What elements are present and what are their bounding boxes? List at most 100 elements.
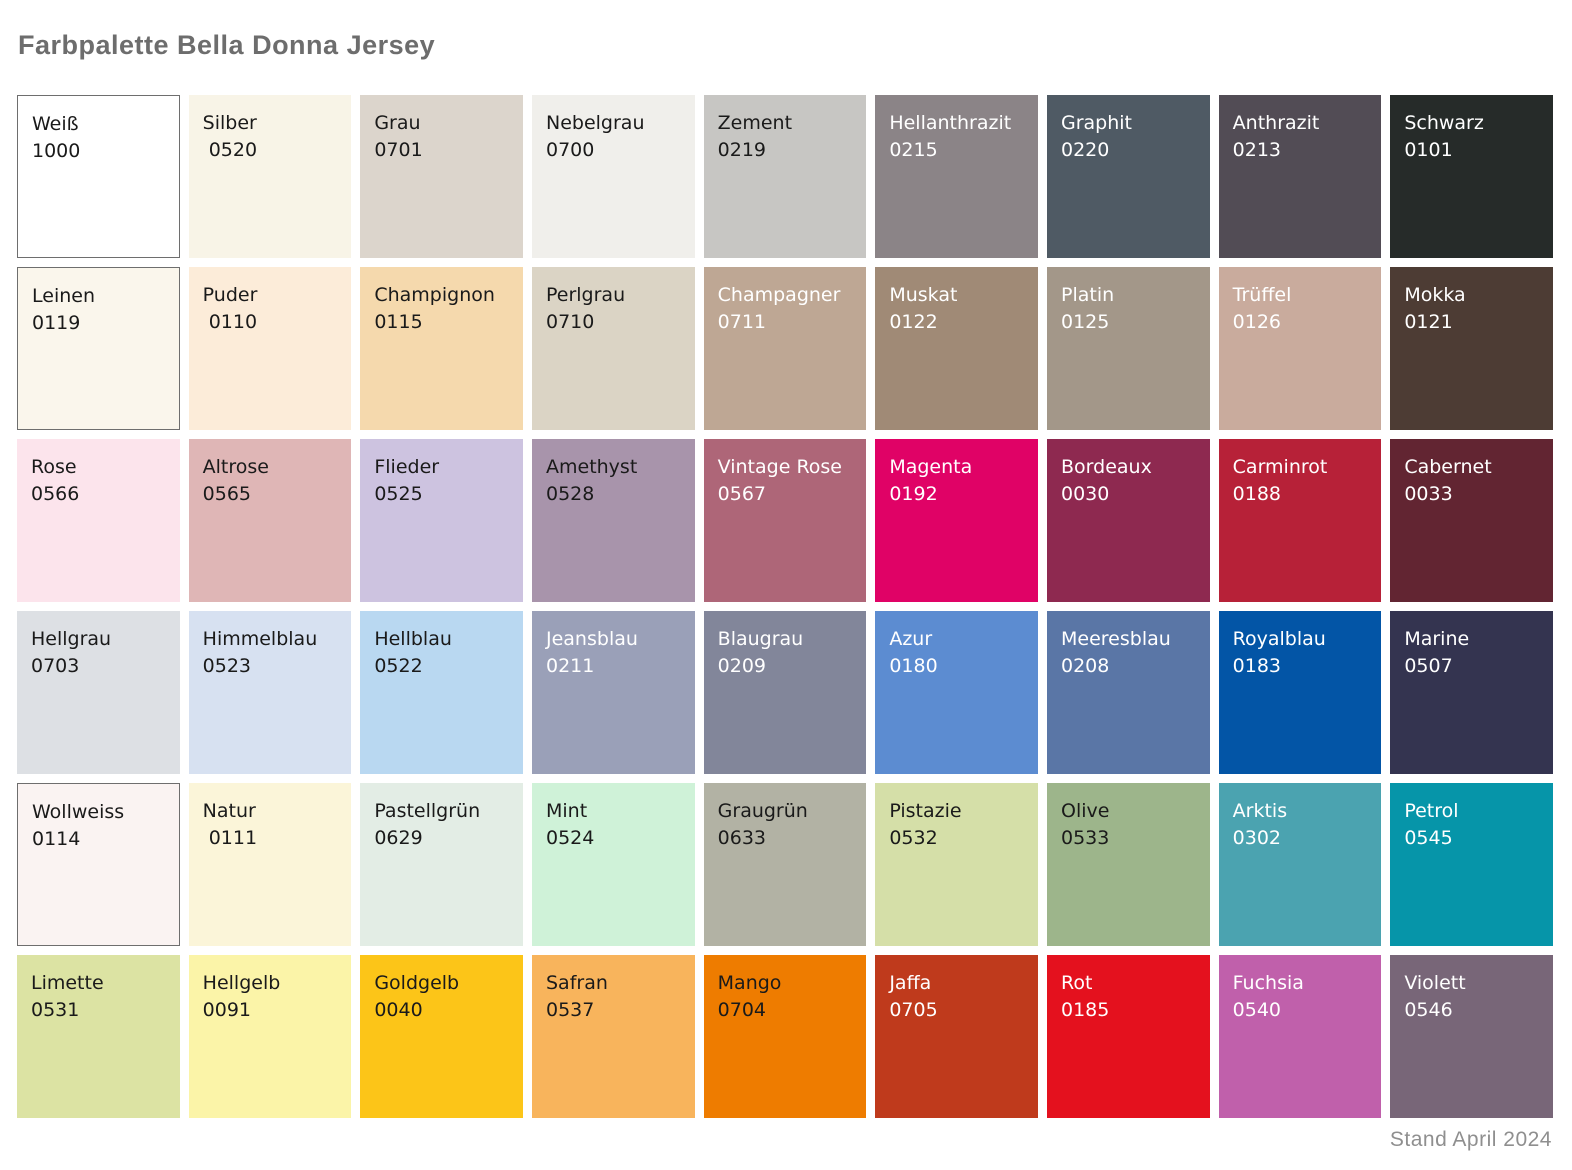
swatch-0110: Puder 0110: [188, 267, 352, 430]
swatch-code: 0633: [717, 827, 767, 849]
swatch-code: 0567: [717, 483, 767, 505]
swatch-code: 0125: [1061, 311, 1110, 333]
swatch-0185: Rot 0185: [1047, 955, 1210, 1118]
swatch-code: 0215: [889, 139, 938, 161]
swatch-code: 0091: [202, 999, 252, 1021]
swatch-code: 1000: [32, 140, 81, 162]
swatch-name: Pastellgrün: [374, 800, 481, 822]
swatch-code: 0703: [31, 655, 80, 677]
swatch-code: 0545: [1404, 827, 1453, 849]
swatch-name: Goldgelb: [374, 972, 460, 994]
swatch-0183: Royalblau 0183: [1218, 611, 1382, 774]
swatch-name: Blaugrau: [717, 628, 804, 650]
swatch-0629: Pastellgrün 0629: [360, 783, 523, 946]
swatch-code: 0030: [1061, 483, 1110, 505]
swatch-0507: Marine 0507: [1390, 611, 1553, 774]
swatch-code: 0629: [374, 827, 423, 849]
swatch-code: 0566: [31, 483, 80, 505]
swatch-name: Violett: [1404, 972, 1466, 994]
swatch-code: 0208: [1061, 655, 1110, 677]
swatch-code: 0188: [1232, 483, 1282, 505]
swatch-name: Rose: [31, 456, 77, 478]
swatch-name: Petrol: [1404, 800, 1459, 822]
swatch-0537: Safran 0537: [532, 955, 695, 1118]
swatch-0532: Pistazie 0532: [875, 783, 1038, 946]
swatch-0211: Jeansblau 0211: [532, 611, 695, 774]
swatch-0522: Hellblau 0522: [360, 611, 523, 774]
swatch-0119: Leinen 0119: [17, 267, 180, 430]
swatch-name: Jeansblau: [546, 628, 638, 650]
swatch-name: Cabernet: [1404, 456, 1492, 478]
swatch-code: 0711: [717, 311, 767, 333]
swatch-code: 0565: [202, 483, 252, 505]
swatch-0121: Mokka 0121: [1390, 267, 1553, 430]
swatch-code: 0523: [202, 655, 252, 677]
swatch-0040: Goldgelb 0040: [360, 955, 523, 1118]
swatch-name: Fuchsia: [1232, 972, 1304, 994]
swatch-code: 0710: [546, 311, 595, 333]
swatch-0540: Fuchsia 0540: [1218, 955, 1382, 1118]
swatch-name: Olive: [1061, 800, 1110, 822]
swatch-code: 0524: [546, 827, 595, 849]
swatch-0533: Olive 0533: [1047, 783, 1210, 946]
swatch-0115: Champignon 0115: [360, 267, 523, 430]
swatch-code: 0111: [202, 827, 258, 849]
swatch-name: Hellblau: [374, 628, 452, 650]
swatch-name: Platin: [1061, 284, 1115, 306]
swatch-code: 0540: [1232, 999, 1282, 1021]
swatch-0545: Petrol 0545: [1390, 783, 1553, 946]
swatch-code: 0185: [1061, 999, 1110, 1021]
swatch-name: Trüffel: [1232, 284, 1292, 306]
swatch-code: 0532: [889, 827, 938, 849]
swatch-name: Jaffa: [889, 972, 932, 994]
swatch-0633: Graugrün 0633: [703, 783, 867, 946]
swatch-name: Mint: [546, 800, 588, 822]
swatch-name: Silber: [202, 112, 257, 134]
swatch-code: 0219: [717, 139, 767, 161]
swatch-code: 0700: [546, 139, 595, 161]
swatch-0528: Amethyst 0528: [532, 439, 695, 602]
swatch-name: Nebelgrau: [546, 112, 645, 134]
swatch-0126: Trüffel 0126: [1218, 267, 1382, 430]
swatch-code: 0507: [1404, 655, 1453, 677]
swatch-name: Carminrot: [1232, 456, 1328, 478]
swatch-code: 0520: [202, 139, 258, 161]
swatch-0209: Blaugrau 0209: [703, 611, 867, 774]
swatch-0701: Grau 0701: [360, 95, 523, 258]
swatch-code: 0213: [1232, 139, 1282, 161]
swatch-code: 0701: [374, 139, 423, 161]
swatch-name: Anthrazit: [1232, 112, 1320, 134]
swatch-0565: Altrose 0565: [188, 439, 352, 602]
swatch-name: Vintage Rose: [717, 456, 843, 478]
swatch-0520: Silber 0520: [188, 95, 352, 258]
swatch-name: Amethyst: [546, 456, 638, 478]
swatch-0091: Hellgelb 0091: [188, 955, 352, 1118]
swatch-name: Flieder: [374, 456, 440, 478]
swatch-name: Zement: [717, 112, 793, 134]
swatch-name: Mango: [717, 972, 782, 994]
swatch-name: Schwarz: [1404, 112, 1484, 134]
swatch-0125: Platin 0125: [1047, 267, 1210, 430]
swatch-code: 0101: [1404, 139, 1453, 161]
swatch-code: 0040: [374, 999, 423, 1021]
swatch-code: 0537: [546, 999, 595, 1021]
swatch-code: 0114: [32, 828, 81, 850]
swatch-code: 0115: [374, 311, 423, 333]
swatch-0033: Cabernet 0033: [1390, 439, 1553, 602]
swatch-0703: Hellgrau 0703: [17, 611, 180, 774]
swatch-name: Limette: [31, 972, 104, 994]
swatch-0711: Champagner 0711: [703, 267, 867, 430]
swatch-0525: Flieder 0525: [360, 439, 523, 602]
swatch-code: 0546: [1404, 999, 1453, 1021]
swatch-name: Muskat: [889, 284, 958, 306]
swatch-0180: Azur 0180: [875, 611, 1038, 774]
swatch-0546: Violett 0546: [1390, 955, 1553, 1118]
swatch-name: Azur: [889, 628, 933, 650]
swatch-0101: Schwarz 0101: [1390, 95, 1553, 258]
swatch-name: Pistazie: [889, 800, 962, 822]
swatch-code: 0209: [717, 655, 767, 677]
swatch-code: 0033: [1404, 483, 1453, 505]
swatch-0700: Nebelgrau 0700: [532, 95, 695, 258]
swatch-0122: Muskat 0122: [875, 267, 1038, 430]
